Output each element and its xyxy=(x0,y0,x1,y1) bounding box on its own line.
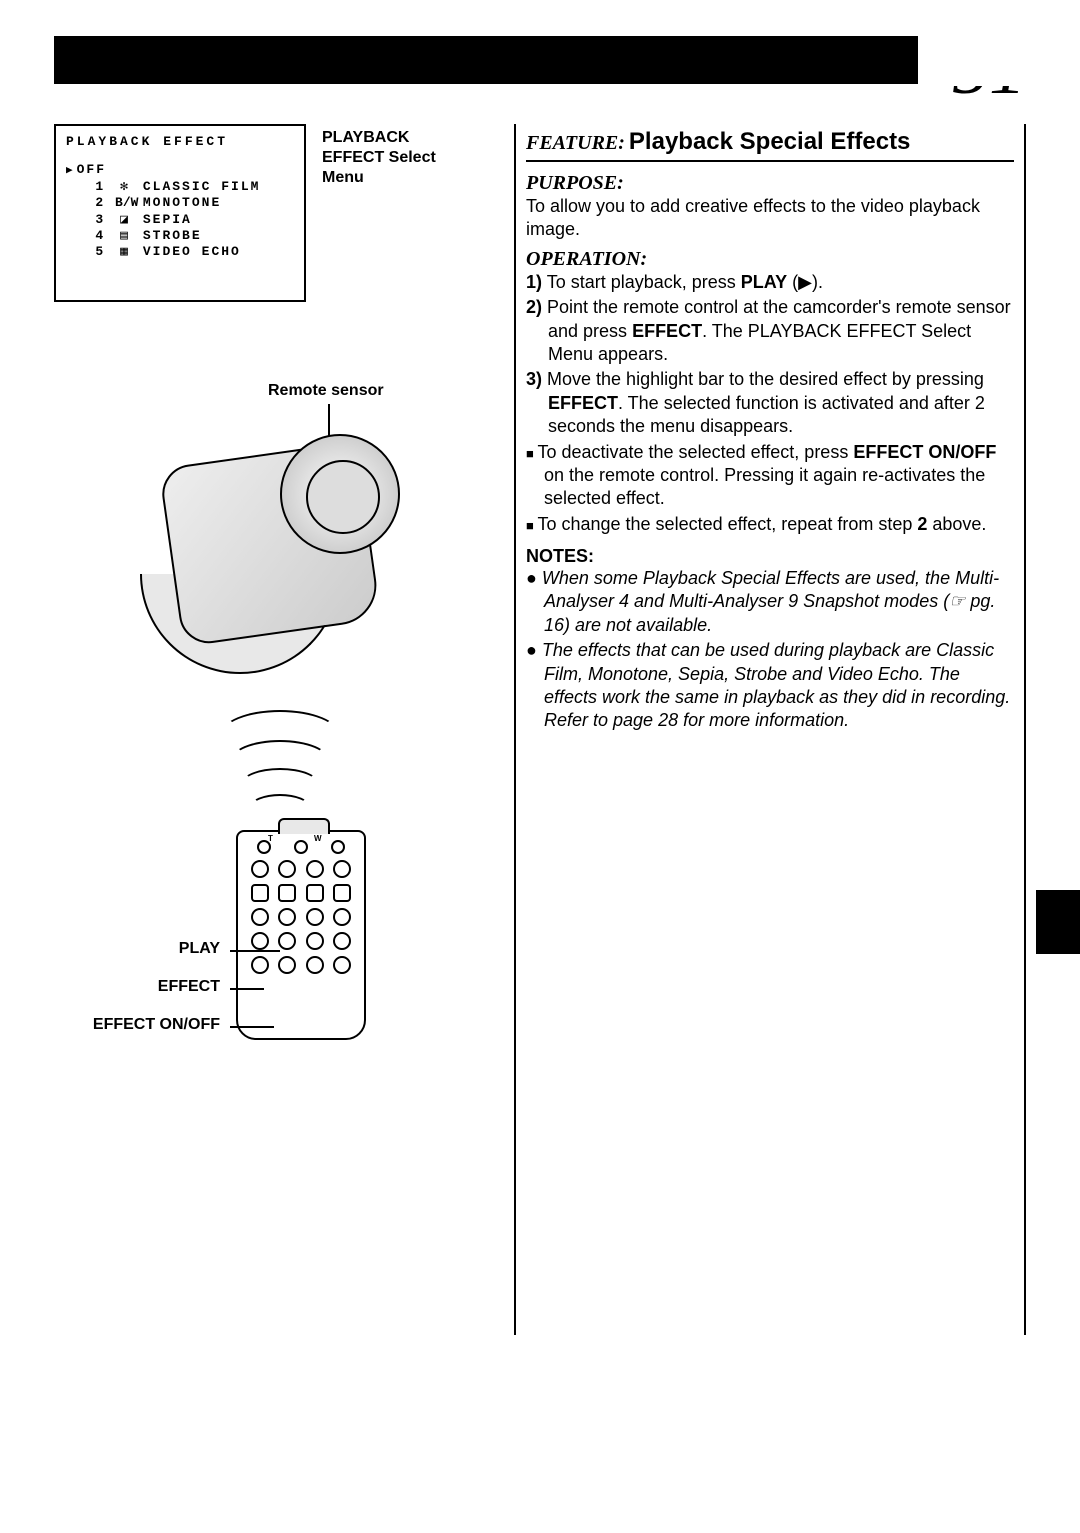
sepia-icon: ◪ xyxy=(115,212,133,228)
remote-control-illustration: T W xyxy=(236,830,366,1040)
notes-heading: NOTES: xyxy=(526,546,1014,567)
notes-list: When some Playback Special Effects are u… xyxy=(526,567,1014,733)
operation-notes: To deactivate the selected effect, press… xyxy=(526,441,1014,537)
menu-item-5: 5 ▦ VIDEO ECHO xyxy=(66,244,294,260)
effect-callout: EFFECT xyxy=(80,978,220,996)
menu-item-4: 4 ▤ STROBE xyxy=(66,228,294,244)
effect-onoff-callout: EFFECT ON/OFF xyxy=(50,1016,220,1034)
header-bar: EN 51 xyxy=(54,36,1026,84)
step-3: 3) Move the highlight bar to the desired… xyxy=(526,368,1014,438)
step-1: 1) To start playback, press PLAY (▶). xyxy=(526,271,1014,294)
menu-off: OFF xyxy=(66,162,294,179)
menu-item-1: 1 ✻ CLASSIC FILM xyxy=(66,179,294,195)
menu-item-3: 3 ◪ SEPIA xyxy=(66,212,294,228)
echo-icon: ▦ xyxy=(115,244,133,260)
operation-heading: OPERATION: xyxy=(526,248,1014,271)
page-lang: EN xyxy=(915,64,948,90)
menu-caption: PLAYBACK EFFECT Select Menu xyxy=(322,128,452,188)
menu-item-2: 2 B/W MONOTONE xyxy=(66,195,294,211)
feature-title: Playback Special Effects xyxy=(629,128,910,155)
feature-label: FEATURE: xyxy=(526,132,625,154)
zoom-w-label: W xyxy=(314,834,322,843)
playback-effect-menu: PLAYBACK EFFECT OFF 1 ✻ CLASSIC FILM 2 B… xyxy=(54,124,306,302)
page-number: 51 xyxy=(952,32,1026,106)
play-callout: PLAY xyxy=(80,940,220,958)
bullet-1: To deactivate the selected effect, press… xyxy=(526,441,1014,511)
side-tab xyxy=(1036,890,1080,954)
film-icon: ✻ xyxy=(115,179,133,195)
bw-icon: B/W xyxy=(115,195,133,211)
step-2: 2) Point the remote control at the camco… xyxy=(526,296,1014,366)
bullet-2: To change the selected effect, repeat fr… xyxy=(526,513,1014,536)
note-2: The effects that can be used during play… xyxy=(526,639,1014,733)
strobe-icon: ▤ xyxy=(115,228,133,244)
zoom-t-label: T xyxy=(268,834,273,843)
purpose-text: To allow you to add creative effects to … xyxy=(526,195,1014,242)
purpose-heading: PURPOSE: xyxy=(526,172,1014,195)
operation-steps: 1) To start playback, press PLAY (▶). 2)… xyxy=(526,271,1014,439)
remote-sensor-label: Remote sensor xyxy=(268,382,384,400)
camcorder-illustration xyxy=(130,424,420,704)
menu-title: PLAYBACK EFFECT xyxy=(66,134,294,150)
note-1: When some Playback Special Effects are u… xyxy=(526,567,1014,637)
feature-header: FEATURE:Playback Special Effects xyxy=(526,128,1014,162)
